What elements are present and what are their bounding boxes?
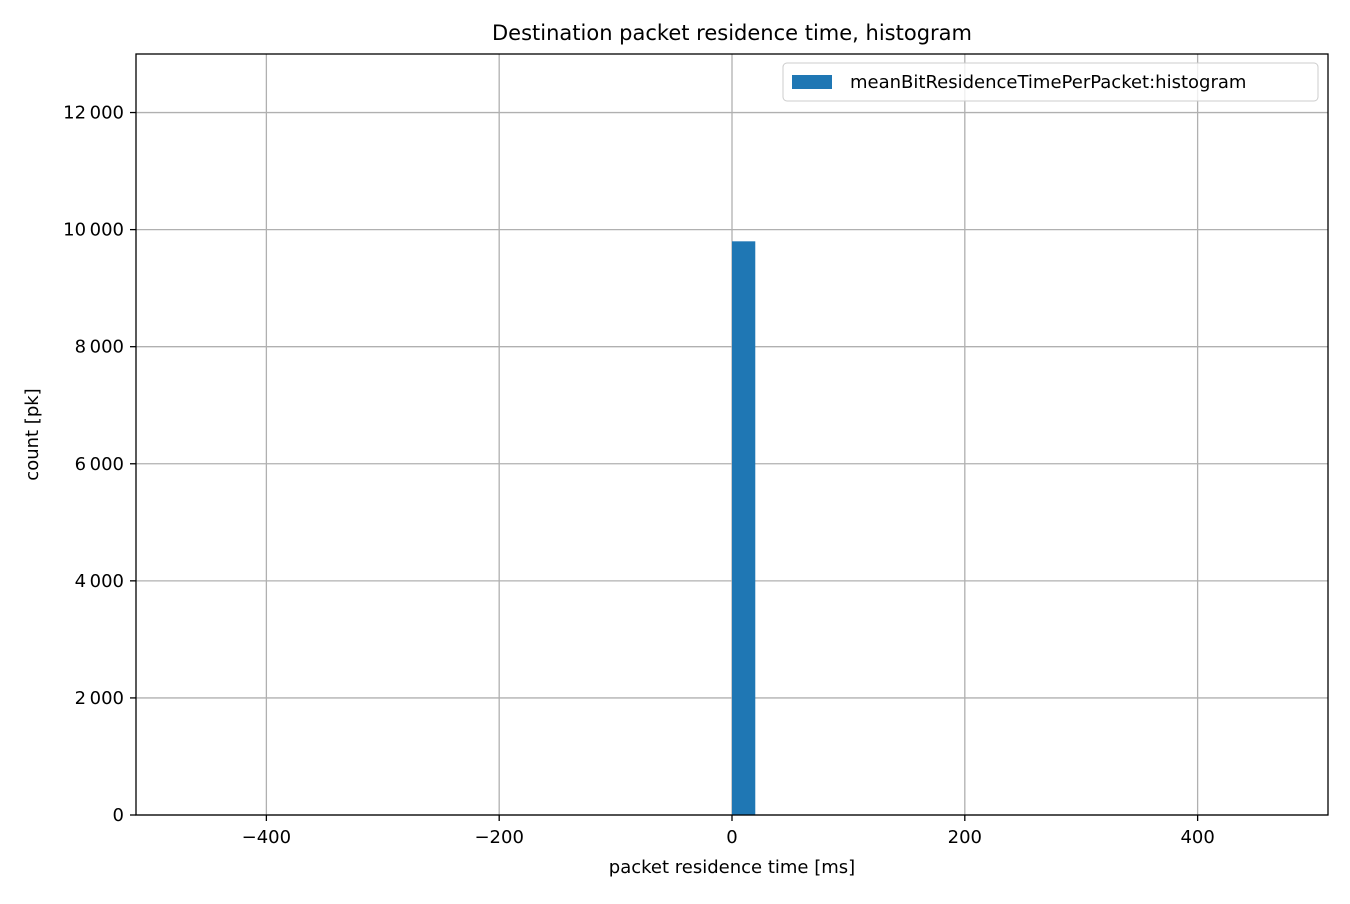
y-tick-label: 0: [113, 805, 124, 826]
y-tick-label: 10 000: [63, 220, 124, 241]
x-tick-label: 0: [726, 827, 737, 848]
y-tick-label: 12 000: [63, 103, 124, 124]
y-tick-label: 8 000: [75, 337, 124, 358]
y-axis-ticks: 0 2 000 4 000 6 000 8 000 10 000 12 000: [63, 103, 136, 826]
x-tick-label: 400: [1180, 827, 1214, 848]
x-tick-label: −200: [474, 827, 523, 848]
y-axis-label: count [pk]: [22, 388, 43, 480]
y-tick-label: 4 000: [75, 571, 124, 592]
legend: meanBitResidenceTimePerPacket:histogram: [782, 62, 1319, 102]
x-tick-label: −400: [242, 827, 291, 848]
legend-swatch: [792, 75, 832, 89]
y-tick-label: 6 000: [75, 454, 124, 475]
legend-entry-label: meanBitResidenceTimePerPacket:histogram: [850, 72, 1246, 93]
y-tick-label: 2 000: [75, 688, 124, 709]
histogram-bars: [732, 241, 756, 816]
x-tick-label: 200: [948, 827, 982, 848]
histogram-bar: [732, 241, 756, 816]
x-axis-label: packet residence time [ms]: [609, 857, 855, 878]
legend-box: [782, 62, 1319, 102]
x-axis-ticks: −400 −200 0 200 400: [242, 815, 1215, 848]
chart-title: Destination packet residence time, histo…: [492, 21, 972, 45]
